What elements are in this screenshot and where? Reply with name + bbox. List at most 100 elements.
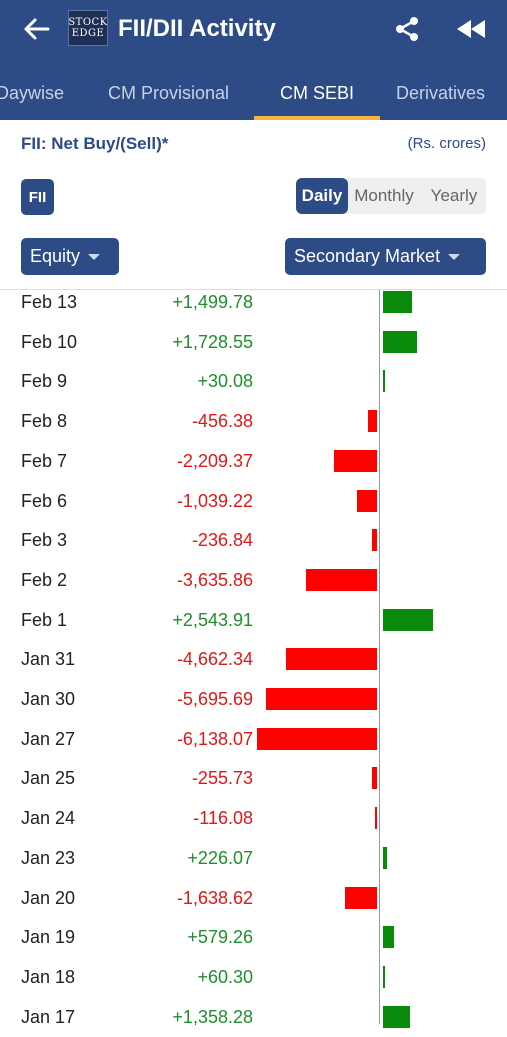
row-value: +2,543.91	[172, 609, 253, 630]
row-date: Feb 9	[21, 371, 68, 392]
row-value: -3,635.86	[176, 569, 253, 590]
row-value: +226.07	[187, 847, 253, 868]
row-value: +30.08	[197, 371, 253, 392]
table-row[interactable]: Jan 17 +1,358.28	[0, 997, 507, 1037]
active-tab-indicator	[254, 116, 380, 120]
sell-bar	[356, 489, 377, 512]
segment-dropdown-label: Equity	[30, 246, 81, 266]
table-row[interactable]: Feb 3 -236.84	[0, 520, 507, 560]
rewind-icon[interactable]	[454, 14, 488, 44]
row-date: Jan 20	[21, 887, 76, 908]
list-divider	[0, 289, 507, 290]
row-date: Jan 19	[21, 927, 76, 948]
table-row[interactable]: Jan 19 +579.26	[0, 917, 507, 957]
row-date: Jan 23	[21, 847, 76, 868]
sell-bar	[368, 410, 377, 433]
app-bar: STOCK EDGE FII/DII Activity Daywise CM P…	[0, 0, 507, 120]
row-value: -2,209.37	[176, 450, 253, 471]
back-arrow-icon[interactable]	[22, 14, 52, 44]
logo-line-1: STOCK	[68, 17, 108, 28]
buy-bar	[383, 1005, 410, 1028]
segment-dropdown[interactable]: Equity	[21, 238, 119, 275]
tab-cm-sebi[interactable]: CM SEBI	[280, 83, 355, 103]
row-date: Feb 8	[21, 411, 68, 432]
units-label: (Rs. crores)	[407, 135, 486, 152]
market-dropdown[interactable]: Secondary Market	[285, 238, 486, 275]
row-date: Jan 30	[21, 689, 76, 709]
sell-bar	[285, 648, 377, 671]
row-date: Jan 27	[21, 728, 76, 749]
buy-bar	[383, 330, 417, 353]
chevron-down-icon	[448, 253, 461, 260]
tab-derivatives[interactable]: Derivatives	[396, 83, 486, 103]
row-value: +579.26	[187, 927, 253, 948]
row-date: Feb 10	[21, 331, 78, 352]
row-value: -456.38	[191, 411, 253, 432]
sell-bar	[344, 886, 377, 909]
table-row[interactable]: Feb 2 -3,635.86	[0, 560, 507, 600]
participant-chip[interactable]: FII	[21, 179, 54, 215]
row-value: -5,695.69	[176, 689, 253, 709]
row-date: Jan 17	[21, 1006, 76, 1027]
table-row[interactable]: Feb 9 +30.08	[0, 361, 507, 401]
table-row[interactable]: Jan 27 -6,138.07	[0, 719, 507, 759]
sell-bar	[265, 688, 377, 710]
chart-zero-axis	[379, 290, 380, 1024]
buy-bar	[383, 926, 395, 949]
row-value: +1,358.28	[172, 1006, 253, 1027]
period-monthly-button[interactable]: Monthly	[354, 186, 414, 205]
row-date: Jan 31	[21, 649, 76, 670]
table-row[interactable]: Jan 30 -5,695.69	[0, 679, 507, 719]
toolbar: STOCK EDGE FII/DII Activity	[0, 0, 507, 60]
table-row[interactable]: Jan 23 +226.07	[0, 838, 507, 878]
market-dropdown-label: Secondary Market	[294, 246, 441, 266]
table-row[interactable]: Jan 24 -116.08	[0, 798, 507, 838]
row-value: +60.30	[197, 966, 253, 987]
table-row[interactable]: Jan 31 -4,662.34	[0, 639, 507, 679]
row-date: Feb 6	[21, 490, 68, 511]
row-value: -1,039.22	[176, 490, 253, 511]
buy-bar	[383, 291, 413, 313]
row-date: Jan 25	[21, 768, 76, 789]
buy-bar	[383, 608, 433, 631]
row-value: -4,662.34	[176, 649, 253, 670]
row-date: Feb 3	[21, 530, 68, 551]
share-icon[interactable]	[392, 14, 422, 44]
table-row[interactable]: Feb 7 -2,209.37	[0, 441, 507, 481]
logo-line-2: EDGE	[71, 28, 105, 39]
row-date: Feb 1	[21, 609, 68, 630]
table-row[interactable]: Jan 18 +60.30	[0, 957, 507, 997]
table-row[interactable]: Jan 25 -255.73	[0, 758, 507, 798]
sell-bar	[374, 807, 377, 830]
row-date: Feb 7	[21, 450, 68, 471]
sell-bar	[257, 727, 377, 750]
row-date: Jan 24	[21, 808, 76, 829]
table-row[interactable]: Feb 8 -456.38	[0, 401, 507, 441]
sell-bar	[372, 529, 377, 552]
row-value: -236.84	[191, 530, 253, 551]
table-row[interactable]: Feb 6 -1,039.22	[0, 481, 507, 521]
table-row[interactable]: Feb 10 +1,728.55	[0, 322, 507, 362]
row-value: +1,728.55	[172, 331, 253, 352]
stockedge-logo: STOCK EDGE	[68, 10, 108, 46]
tab-daywise[interactable]: Daywise	[0, 83, 65, 103]
row-date: Feb 2	[21, 569, 68, 590]
row-value: -116.08	[193, 808, 253, 829]
tab-bar: Daywise CM Provisional CM SEBI Derivativ…	[0, 60, 507, 120]
buy-bar	[383, 965, 385, 988]
row-date: Feb 13	[21, 292, 78, 312]
row-value: +1,499.78	[172, 292, 253, 312]
row-value: -6,138.07	[176, 728, 253, 749]
table-row[interactable]: Feb 13 +1,499.78	[0, 282, 507, 322]
row-value: -1,638.62	[176, 887, 253, 908]
buy-bar	[383, 846, 388, 869]
section-title: FII: Net Buy/(Sell)*	[21, 134, 169, 153]
table-row[interactable]: Feb 1 +2,543.91	[0, 600, 507, 640]
table-row[interactable]: Jan 20 -1,638.62	[0, 878, 507, 918]
tab-cm-provisional[interactable]: CM Provisional	[108, 83, 230, 103]
row-value: -255.73	[191, 768, 253, 789]
buy-bar	[383, 370, 385, 393]
period-daily-button[interactable]: Daily	[296, 178, 348, 214]
sell-bar	[372, 767, 377, 790]
period-yearly-button[interactable]: Yearly	[430, 186, 478, 205]
